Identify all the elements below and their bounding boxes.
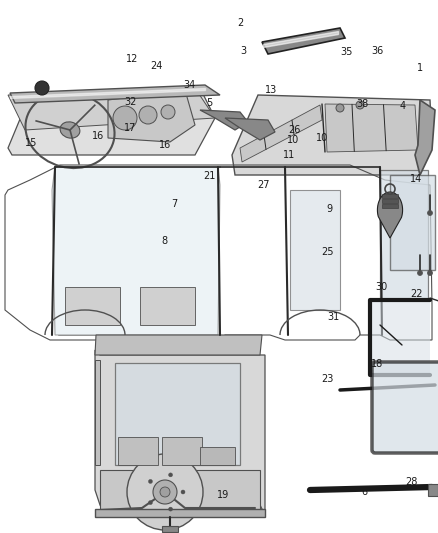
Text: 16: 16	[159, 140, 172, 150]
Bar	[382, 194, 398, 198]
Circle shape	[356, 101, 364, 109]
Text: 1: 1	[417, 63, 423, 73]
Bar	[428, 484, 438, 496]
Polygon shape	[380, 170, 428, 300]
Polygon shape	[95, 360, 100, 465]
Bar	[140, 287, 195, 325]
Text: 38: 38	[357, 100, 369, 109]
Text: 11: 11	[283, 150, 295, 159]
Text: 12: 12	[126, 54, 138, 63]
Polygon shape	[390, 175, 435, 270]
Polygon shape	[225, 118, 275, 140]
Circle shape	[427, 211, 432, 215]
Text: 10: 10	[316, 133, 328, 142]
Text: 34: 34	[183, 80, 195, 90]
Polygon shape	[95, 335, 262, 355]
Text: 15: 15	[25, 138, 38, 148]
Circle shape	[127, 454, 203, 530]
Polygon shape	[200, 110, 248, 130]
Bar	[162, 526, 178, 532]
Text: 27: 27	[258, 181, 270, 190]
Polygon shape	[8, 88, 215, 155]
Circle shape	[427, 271, 432, 276]
Circle shape	[336, 104, 344, 112]
Text: 6: 6	[361, 488, 367, 497]
Circle shape	[160, 487, 170, 497]
Polygon shape	[290, 190, 340, 310]
Bar	[382, 199, 398, 203]
Circle shape	[417, 271, 423, 276]
Bar	[65, 287, 120, 325]
Text: 26: 26	[288, 125, 300, 135]
Polygon shape	[240, 105, 322, 162]
Text: 3: 3	[240, 46, 246, 56]
Circle shape	[139, 106, 157, 124]
Text: 16: 16	[92, 131, 104, 141]
Circle shape	[153, 480, 177, 504]
Polygon shape	[95, 350, 265, 515]
Text: 32: 32	[124, 98, 137, 107]
Circle shape	[148, 500, 152, 505]
Polygon shape	[115, 363, 240, 465]
Bar	[95, 509, 265, 517]
Text: 28: 28	[406, 477, 418, 487]
Text: 25: 25	[321, 247, 334, 256]
Circle shape	[35, 81, 49, 95]
Text: 31: 31	[328, 312, 340, 321]
Text: 18: 18	[371, 359, 384, 368]
Bar	[200, 447, 235, 465]
Text: 17: 17	[124, 123, 137, 133]
Polygon shape	[378, 192, 403, 238]
Text: 21: 21	[203, 171, 215, 181]
Polygon shape	[262, 28, 345, 54]
Polygon shape	[415, 100, 435, 175]
Text: 5: 5	[206, 99, 212, 108]
Polygon shape	[325, 104, 418, 152]
Bar	[162, 437, 202, 465]
Circle shape	[148, 479, 152, 483]
Text: 19: 19	[217, 490, 230, 499]
Bar	[370, 300, 430, 375]
Bar	[382, 204, 398, 208]
Text: 8: 8	[161, 236, 167, 246]
Bar	[118, 437, 158, 465]
Text: 13: 13	[265, 85, 278, 94]
Circle shape	[113, 106, 137, 130]
Polygon shape	[232, 95, 432, 175]
Polygon shape	[52, 167, 220, 335]
FancyBboxPatch shape	[372, 362, 438, 453]
Text: 9: 9	[326, 204, 332, 214]
Polygon shape	[8, 88, 215, 130]
Text: 36: 36	[371, 46, 384, 56]
Text: 14: 14	[410, 174, 422, 183]
Text: 7: 7	[171, 199, 177, 209]
Circle shape	[161, 105, 175, 119]
Text: 24: 24	[151, 61, 163, 71]
Text: 22: 22	[411, 289, 423, 299]
Polygon shape	[100, 470, 260, 515]
Text: 30: 30	[376, 282, 388, 292]
Text: 2: 2	[237, 19, 243, 28]
Circle shape	[181, 490, 185, 494]
Text: 4: 4	[400, 101, 406, 110]
Polygon shape	[10, 85, 220, 103]
Circle shape	[169, 473, 173, 477]
Text: 10: 10	[286, 135, 299, 144]
Text: 23: 23	[321, 375, 334, 384]
Text: 35: 35	[341, 47, 353, 57]
Circle shape	[169, 507, 173, 511]
Polygon shape	[108, 90, 195, 142]
Ellipse shape	[60, 122, 80, 138]
